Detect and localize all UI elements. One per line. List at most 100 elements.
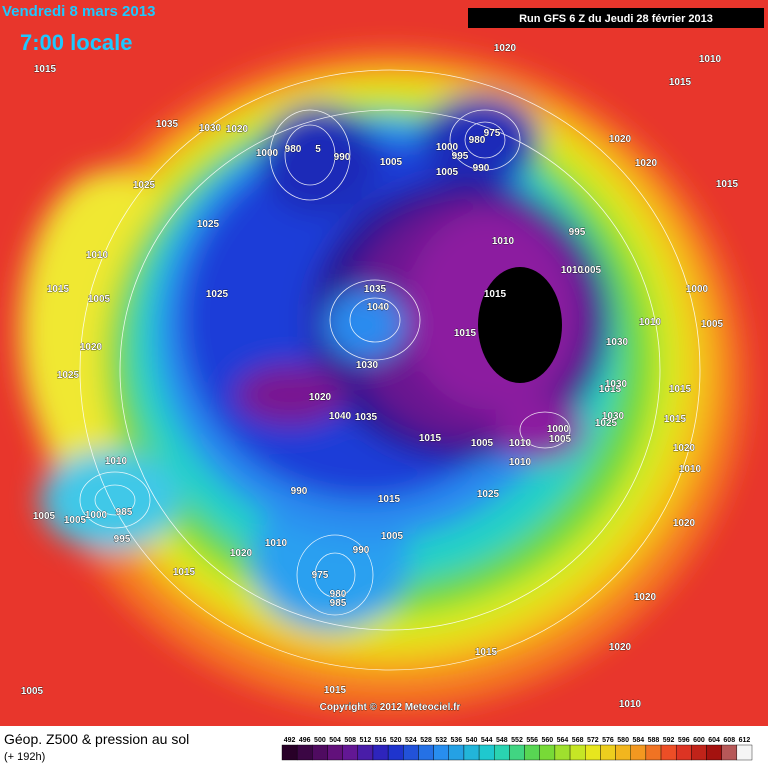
isobar-label: 1005 xyxy=(436,167,459,178)
isobar-label: 1035 xyxy=(364,284,387,295)
isobar-label: 1015 xyxy=(599,384,622,395)
color-tick-label: 532 xyxy=(435,737,447,744)
isobar-label: 975 xyxy=(312,570,329,581)
isobar-label: 1005 xyxy=(471,438,494,449)
color-tick-label: 608 xyxy=(723,737,735,744)
isobar-label: 1005 xyxy=(381,531,404,542)
isobar-label: 1015 xyxy=(669,384,692,395)
color-tick-label: 580 xyxy=(617,737,629,744)
isobar-label: 995 xyxy=(569,227,586,238)
isobar-label: 1015 xyxy=(664,414,687,425)
color-cell xyxy=(721,744,738,761)
color-tick-label: 496 xyxy=(299,737,311,744)
isobar-label: 1020 xyxy=(230,548,253,559)
color-tick-label: 592 xyxy=(663,737,675,744)
isobar-label: 1030 xyxy=(606,337,629,348)
color-cell xyxy=(660,744,677,761)
isobar-label: 1020 xyxy=(309,392,332,403)
color-cell xyxy=(645,744,662,761)
color-tick-label: 544 xyxy=(481,737,493,744)
color-cell xyxy=(494,744,510,761)
color-tick-label: 588 xyxy=(648,737,660,744)
isobar-label: 1020 xyxy=(673,518,696,529)
color-tick-label: 548 xyxy=(496,737,508,744)
isobar-label: 1000 xyxy=(85,510,108,521)
isobar-label: 980 xyxy=(469,135,486,146)
isobar-label: 985 xyxy=(330,598,347,609)
isobar-label: 1030 xyxy=(602,411,625,422)
isobar-label: 1020 xyxy=(226,124,249,135)
contours xyxy=(79,69,701,671)
isobar-label: 1025 xyxy=(197,219,220,230)
isobar-label: 990 xyxy=(473,163,490,174)
isobar-label: 1015 xyxy=(34,64,57,75)
copyright: Copyright © 2012 Meteociel.fr xyxy=(320,702,461,713)
isobar-label: 5 xyxy=(315,144,321,155)
color-tick-label: 524 xyxy=(405,737,417,744)
color-cell xyxy=(433,744,449,761)
color-cell xyxy=(615,744,631,761)
isobar-label: 1005 xyxy=(579,265,602,276)
color-tick-label: 516 xyxy=(375,737,387,744)
date: Vendredi 8 mars 2013 xyxy=(2,3,155,20)
color-cell xyxy=(463,744,480,761)
color-tick-label: 536 xyxy=(451,737,463,744)
legend-subtitle: (+ 192h) xyxy=(4,751,45,763)
isobar-label: 975 xyxy=(484,128,501,139)
color-cell xyxy=(600,744,616,761)
isobar-label: 1005 xyxy=(64,515,87,526)
color-tick-label: 528 xyxy=(420,737,432,744)
isobar-label: 1015 xyxy=(378,494,401,505)
field xyxy=(0,0,768,726)
isobar-label: 1010 xyxy=(265,538,288,549)
color-cell xyxy=(387,744,404,761)
isobar-label: 1015 xyxy=(324,685,347,696)
color-cell xyxy=(569,744,586,761)
color-tick-label: 604 xyxy=(708,737,720,744)
isobar-label: 1005 xyxy=(380,157,403,168)
color-tick-label: 596 xyxy=(678,737,690,744)
color-cell xyxy=(296,744,313,761)
color-cell xyxy=(342,744,359,761)
color-cell xyxy=(630,744,647,761)
run-info: Run GFS 6 Z du Jeudi 28 février 2013 xyxy=(519,13,713,25)
isobar-label: 1020 xyxy=(494,43,517,54)
isobar-label: 1000 xyxy=(256,148,279,159)
color-cell xyxy=(539,744,556,761)
color-tick-label: 564 xyxy=(557,737,569,744)
isobar-label: 1010 xyxy=(509,457,532,468)
isobar-label: 1020 xyxy=(609,642,632,653)
color-cell xyxy=(706,744,722,761)
isobar-label: 1025 xyxy=(57,370,80,381)
isobar-label: 1015 xyxy=(419,433,442,444)
color-cell xyxy=(418,744,434,761)
color-tick-label: 492 xyxy=(284,737,296,744)
color-cell xyxy=(585,744,601,761)
isobar-label: 1005 xyxy=(701,319,724,330)
color-cell xyxy=(357,744,374,761)
isobar-label: 1005 xyxy=(21,686,44,697)
legend-title: Géop. Z500 & pression au sol xyxy=(4,731,189,747)
isobar-label: 980 xyxy=(330,589,347,600)
isobar-label: 1025 xyxy=(595,418,618,429)
color-cell xyxy=(675,744,692,761)
isobar-label: 1015 xyxy=(669,77,692,88)
color-cell xyxy=(691,744,707,761)
isobar-label: 1020 xyxy=(634,592,657,603)
run-box xyxy=(468,8,764,28)
isobar-label: 995 xyxy=(114,534,131,545)
color-cell xyxy=(372,744,389,761)
isobar-label: 1040 xyxy=(367,302,390,313)
isobar-label: 990 xyxy=(334,152,351,163)
isobar-label: 1000 xyxy=(436,142,459,153)
isobar-label: 1005 xyxy=(88,294,111,305)
isobar-label: 1010 xyxy=(561,265,584,276)
isobar-label: 1000 xyxy=(686,284,709,295)
isobar-label: 1020 xyxy=(80,342,103,353)
isobar-label: 1015 xyxy=(716,179,739,190)
color-tick-label: 508 xyxy=(344,737,356,744)
color-tick-label: 500 xyxy=(314,737,326,744)
isobar-label: 990 xyxy=(291,486,308,497)
isobar-label: 1015 xyxy=(47,284,70,295)
